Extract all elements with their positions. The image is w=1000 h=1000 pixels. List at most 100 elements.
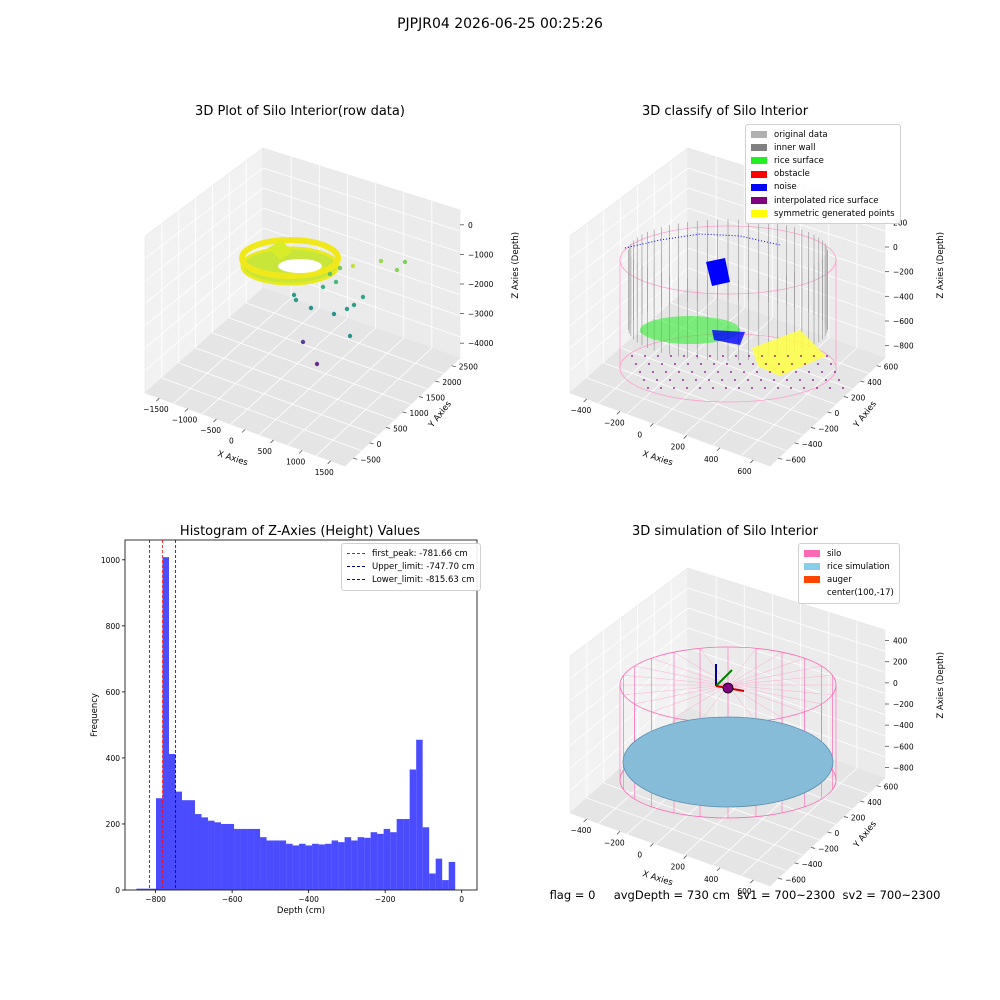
floor-grid-line	[212, 332, 411, 405]
histogram-bar	[214, 822, 222, 890]
histogram-bar	[273, 840, 280, 890]
z-tick-label: −800	[893, 763, 914, 772]
histogram-bar	[247, 828, 254, 890]
figure-title: PJPJR04 2026-06-25 00:25:26	[397, 16, 603, 32]
auger-axis-y	[715, 669, 733, 687]
wall-grid-line	[687, 587, 886, 652]
silo-roof-wire	[727, 684, 757, 722]
y-tick	[860, 800, 865, 803]
x-tick-label: −1000	[172, 416, 198, 425]
interpolated-point	[842, 387, 844, 389]
legend-swatch	[804, 550, 820, 558]
floor-grid-line	[259, 327, 376, 436]
legend-label: Lower_limit: -815.63 cm	[372, 574, 475, 585]
x-tick	[298, 450, 303, 454]
x-tick	[750, 459, 754, 464]
z-tick-label: −4000	[468, 339, 494, 348]
interpolated-point	[829, 387, 831, 389]
interpolated-point	[765, 363, 767, 365]
legend-entry: original data	[751, 128, 895, 141]
legend-label: center(100,-17)	[827, 588, 894, 599]
raw-point	[337, 265, 343, 271]
histogram-bar	[344, 837, 352, 890]
x-tick	[616, 410, 621, 415]
histogram-bar	[377, 833, 384, 890]
x-tick-label: 1500	[315, 468, 334, 477]
y-tick	[794, 862, 799, 865]
legend-label: symmetric generated points	[774, 208, 895, 219]
x-tick	[750, 879, 754, 884]
z-tick-label: −200	[893, 268, 914, 277]
center-marker	[722, 682, 734, 694]
wall-grid-line	[569, 167, 689, 259]
z-tick-label: 0	[893, 243, 898, 252]
silo-roof-wire	[727, 657, 805, 686]
z-tick-label: −400	[893, 721, 914, 730]
interpolated-point	[813, 355, 815, 357]
histogram-bar	[370, 832, 378, 890]
x-tick-label: −500	[200, 426, 221, 435]
y-tick-label: −200	[818, 424, 839, 433]
legend-entry: obstacle	[751, 168, 895, 181]
z-tick-label: −600	[893, 317, 914, 326]
silo-roof-wire	[673, 651, 729, 686]
floor-pane	[144, 287, 461, 467]
raw-point	[351, 302, 357, 308]
raw-point	[360, 294, 366, 300]
interpolated-point	[774, 355, 776, 357]
y-tick-label: 400	[867, 378, 882, 387]
z-tick-label: −600	[893, 742, 914, 751]
y-tick-label: −200	[818, 844, 839, 853]
floor-grid-line	[598, 297, 717, 404]
interpolated-point	[686, 387, 688, 389]
y-tick	[876, 785, 881, 788]
y-tick-label: 500	[393, 424, 408, 433]
interpolated-point	[791, 363, 793, 365]
z-tick-label: 0	[468, 221, 473, 230]
y-tick	[778, 457, 783, 460]
floor-grid-line	[316, 347, 433, 456]
wall-grid-line	[144, 187, 264, 282]
interpolated-point	[639, 371, 641, 373]
histogram-bar	[448, 861, 456, 890]
legend-label: noise	[774, 182, 797, 193]
panel2-title: 3D classify of Silo Interior	[641, 104, 809, 119]
sv2-text: sv2 = 700~2300	[842, 888, 941, 902]
wall-grid-line	[569, 587, 689, 679]
floor-grid-line	[620, 347, 820, 421]
raw-point	[300, 339, 306, 345]
wall-grid-line	[144, 207, 264, 304]
x-tick	[270, 439, 274, 444]
floor-grid-line	[230, 317, 348, 425]
y-tick-label: 2000	[442, 378, 461, 387]
histogram-bar	[195, 814, 202, 890]
interpolated-point	[782, 371, 784, 373]
interpolated-point	[735, 355, 737, 357]
histogram-bar	[227, 823, 235, 890]
interpolated-point	[821, 371, 823, 373]
interpolated-point	[734, 379, 736, 381]
y-axis-label: Y Axies	[851, 399, 879, 431]
z-axis-label: Z Axies (Depth)	[511, 232, 521, 299]
y-tick	[860, 380, 865, 383]
histogram-bar	[331, 840, 339, 890]
interpolated-point	[708, 379, 710, 381]
y-tick	[778, 877, 783, 880]
z-axis-label: Z Axies (Depth)	[936, 652, 946, 719]
y-tick-label: 0	[835, 409, 840, 418]
z-tick-label: −3000	[468, 310, 494, 319]
legend-swatch	[751, 157, 767, 165]
histogram-bar	[299, 843, 306, 890]
y-tick-label: 200	[851, 394, 866, 403]
interpolated-point	[669, 379, 671, 381]
interpolated-point	[699, 387, 701, 389]
histogram-bar	[357, 837, 365, 890]
interpolated-point	[816, 387, 818, 389]
x-tick-label: 500	[258, 447, 273, 456]
raw-point	[378, 258, 384, 264]
ring-upper	[239, 237, 341, 279]
x-tick-label: 400	[704, 875, 719, 884]
wall-grid-line	[687, 647, 886, 715]
y-tick-label: 200	[106, 820, 121, 829]
